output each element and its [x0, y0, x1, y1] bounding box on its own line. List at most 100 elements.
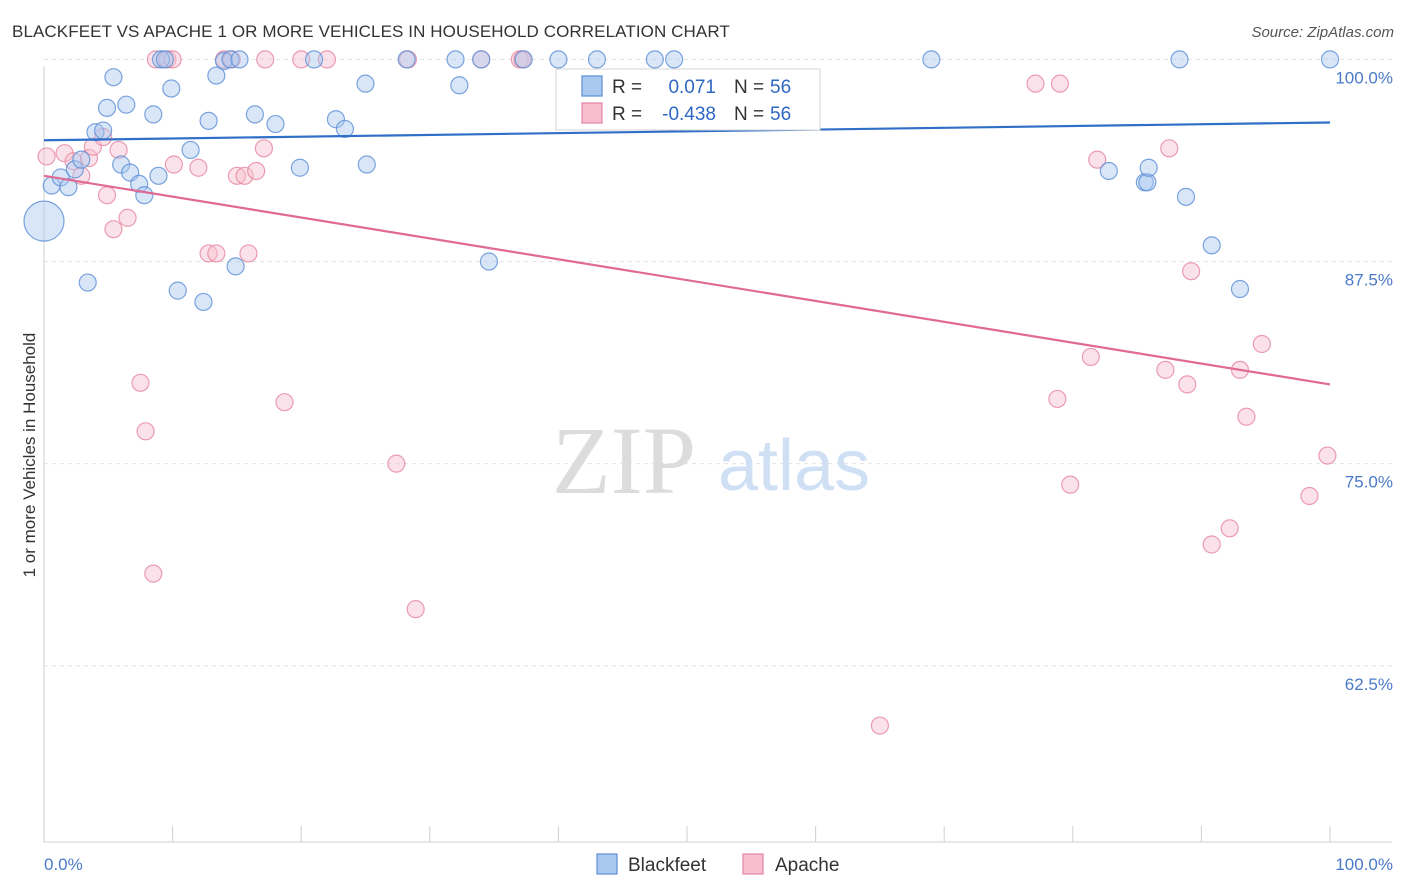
point-apache	[387, 454, 406, 473]
point-blackfeet	[181, 140, 200, 160]
x-tick-label-min: 0.0%	[44, 855, 83, 874]
source-label: Source: ZipAtlas.com	[1251, 24, 1394, 41]
legend-r-value-apache: -0.438	[662, 104, 716, 125]
point-blackfeet	[194, 292, 213, 312]
point-blackfeet	[549, 50, 568, 69]
point-blackfeet	[645, 50, 664, 69]
y-axis-title: 1 or more Vehicles in Household	[20, 333, 39, 578]
point-blackfeet	[479, 252, 499, 271]
point-blackfeet	[230, 50, 249, 69]
point-blackfeet	[151, 50, 171, 69]
legend-n-label-apache: N =	[734, 104, 764, 125]
point-apache	[1156, 360, 1175, 379]
legend-n-value-apache: 56	[770, 104, 791, 125]
series-legend-label-apache: Apache	[775, 855, 839, 876]
point-blackfeet	[514, 50, 533, 69]
point-apache	[1237, 407, 1256, 426]
point-apache	[317, 50, 337, 69]
point-blackfeet	[1170, 50, 1189, 69]
point-apache	[1202, 535, 1221, 554]
y-tick-label: 100.0%	[1335, 68, 1393, 87]
watermark: ZIP atlas	[552, 407, 870, 514]
trend-layer	[43, 121, 1331, 386]
point-blackfeet	[397, 50, 416, 69]
point-blackfeet	[1139, 158, 1158, 177]
series-legend: Blackfeet Apache	[596, 853, 839, 876]
point-apache	[37, 147, 56, 166]
point-apache	[189, 158, 208, 177]
point-apache	[235, 166, 254, 185]
point-blackfeet	[97, 98, 117, 118]
point-blackfeet	[72, 150, 91, 169]
point-blackfeet	[86, 123, 105, 142]
point-apache	[227, 166, 246, 185]
point-apache	[1182, 262, 1201, 281]
point-blackfeet	[1099, 161, 1118, 181]
point-apache	[1048, 389, 1067, 409]
point-apache	[1220, 519, 1239, 538]
point-apache	[164, 155, 183, 174]
point-apache	[1318, 446, 1337, 465]
point-blackfeet	[1230, 279, 1250, 299]
point-apache	[144, 564, 163, 583]
point-blackfeet	[214, 51, 234, 71]
point-blackfeet	[104, 68, 123, 87]
point-blackfeet	[78, 273, 97, 292]
point-apache	[199, 244, 218, 263]
correlation-legend: R = 0.071 N = 56 R = -0.438 N = 56	[555, 68, 821, 131]
legend-swatch-blackfeet	[581, 75, 603, 97]
grid-layer: 62.5% 75.0% 87.5% 100.0%	[44, 58, 1393, 694]
point-apache	[97, 186, 117, 205]
point-apache	[256, 50, 275, 69]
legend-r-label-apache: R =	[612, 104, 642, 125]
point-blackfeet	[356, 74, 375, 93]
point-apache	[1061, 475, 1080, 494]
point-blackfeet	[245, 105, 265, 124]
point-apache	[292, 50, 311, 69]
point-apache	[1178, 375, 1197, 394]
points-layer	[23, 50, 1340, 735]
point-apache	[870, 716, 890, 735]
point-blackfeet	[290, 158, 310, 177]
legend-r-label-blackfeet: R =	[612, 77, 642, 98]
point-apache	[1088, 150, 1107, 169]
point-blackfeet	[199, 111, 218, 130]
point-blackfeet	[472, 50, 491, 69]
watermark-zip: ZIP	[552, 407, 696, 514]
point-blackfeet	[335, 119, 355, 139]
chart-title: BLACKFEET VS APACHE 1 OR MORE VEHICLES I…	[12, 22, 730, 41]
axis-layer: 0.0% 100.0%	[43, 66, 1393, 874]
point-blackfeet	[168, 281, 187, 300]
y-tick-label: 87.5%	[1345, 271, 1393, 290]
point-blackfeet	[94, 121, 113, 140]
point-apache	[118, 208, 137, 227]
x-tick-label-max: 100.0%	[1335, 855, 1393, 874]
y-tick-label: 75.0%	[1345, 473, 1393, 492]
point-blackfeet	[144, 105, 163, 124]
point-blackfeet	[922, 50, 941, 69]
point-blackfeet	[130, 174, 149, 194]
point-apache	[1300, 486, 1319, 506]
point-apache	[1026, 74, 1045, 93]
point-blackfeet	[226, 257, 245, 276]
point-blackfeet	[162, 79, 181, 98]
point-blackfeet	[117, 95, 136, 114]
legend-swatch-apache	[581, 102, 603, 124]
point-blackfeet	[446, 50, 465, 69]
series-legend-label-blackfeet: Blackfeet	[628, 855, 707, 876]
series-legend-swatch-blackfeet	[596, 853, 618, 875]
point-blackfeet	[207, 66, 226, 85]
point-blackfeet	[1320, 50, 1340, 69]
point-apache	[1160, 139, 1179, 158]
point-blackfeet	[1176, 187, 1196, 206]
point-blackfeet	[23, 200, 65, 242]
point-apache	[239, 244, 258, 263]
point-apache	[1081, 347, 1100, 367]
point-apache	[247, 161, 266, 181]
watermark-atlas: atlas	[718, 426, 870, 506]
point-blackfeet	[59, 178, 78, 197]
point-apache	[207, 244, 226, 263]
point-blackfeet	[665, 50, 684, 69]
series-legend-swatch-apache	[742, 853, 764, 875]
point-blackfeet	[149, 166, 168, 185]
